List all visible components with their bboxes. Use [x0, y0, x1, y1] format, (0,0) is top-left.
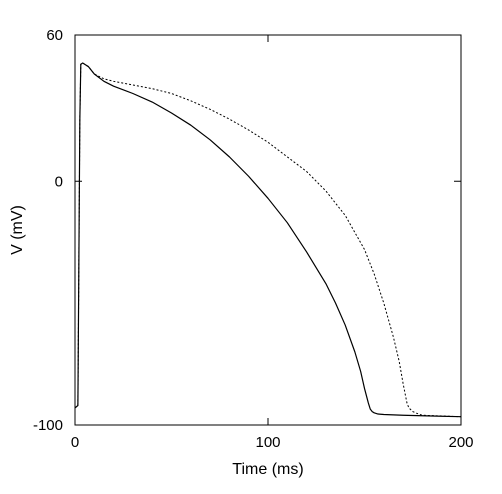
axis-ticks [74, 34, 462, 426]
x-tick-label: 200 [448, 434, 473, 451]
series-line-dashed [74, 62, 462, 418]
y-axis-label: V (mV) [9, 205, 26, 255]
x-axis-label: Time (ms) [232, 461, 303, 478]
x-tick-label: 100 [255, 434, 280, 451]
series-line-solid [74, 62, 462, 418]
y-tick-label: 0 [55, 173, 63, 190]
series-layer [74, 62, 462, 418]
y-tick-label: -100 [33, 417, 63, 434]
tick-labels: 0 100 200 60 0 -100 [33, 27, 474, 451]
y-tick-label: 60 [46, 27, 63, 44]
x-tick-label: 0 [71, 434, 79, 451]
